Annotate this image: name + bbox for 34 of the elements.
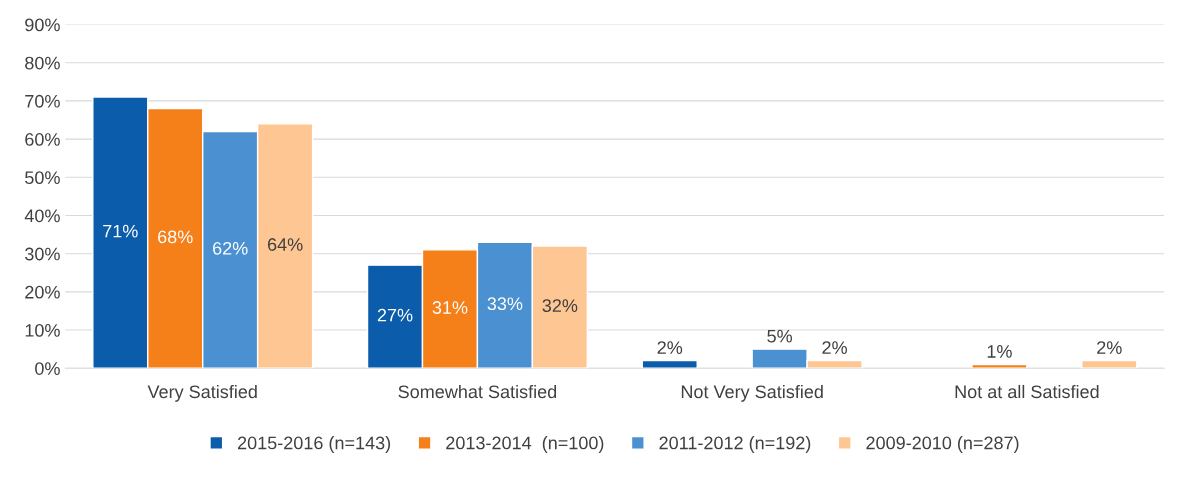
- legend-label: 2015-2016 (n=143): [237, 436, 391, 453]
- y-tick-label: 70%: [25, 94, 60, 108]
- data-label: 5%: [767, 329, 793, 343]
- data-label: 68%: [158, 230, 193, 244]
- x-tick-label: Very Satisfied: [147, 384, 257, 402]
- y-tick-label: 80%: [25, 56, 60, 70]
- y-tick-label: 30%: [25, 247, 60, 261]
- data-label: 2%: [1097, 341, 1122, 354]
- data-label: 2%: [822, 341, 847, 354]
- data-label: 33%: [487, 297, 523, 311]
- x-tick-label: Not at all Satisfied: [955, 384, 1099, 399]
- data-label: 27%: [377, 308, 413, 322]
- data-label: 31%: [432, 301, 468, 314]
- data-label: 71%: [103, 224, 138, 238]
- y-tick-label: 40%: [24, 209, 60, 223]
- y-tick-label: 90%: [25, 18, 60, 32]
- bar: [641, 359, 698, 369]
- y-tick-label: 60%: [25, 133, 60, 146]
- legend-label: 2013-2014 (n=100): [446, 436, 604, 453]
- y-tick-label: 20%: [25, 285, 60, 299]
- x-tick-label: Not Very Satisfied: [681, 384, 823, 402]
- data-label: 2%: [657, 341, 683, 354]
- x-tick-label: Somewhat Satisfied: [398, 384, 557, 399]
- bar: [1081, 359, 1138, 369]
- y-tick-label: 50%: [25, 171, 60, 185]
- data-label: 32%: [542, 299, 578, 312]
- y-tick-label: 0%: [35, 362, 60, 375]
- legend-label: 2011-2012 (n=192): [659, 436, 811, 453]
- y-tick-label: 10%: [25, 324, 60, 337]
- data-label: 1%: [987, 345, 1012, 358]
- data-label: 64%: [267, 238, 303, 251]
- bar: [971, 363, 1028, 369]
- data-label: 62%: [213, 241, 248, 255]
- legend-label: 2009-2010 (n=287): [866, 436, 1019, 453]
